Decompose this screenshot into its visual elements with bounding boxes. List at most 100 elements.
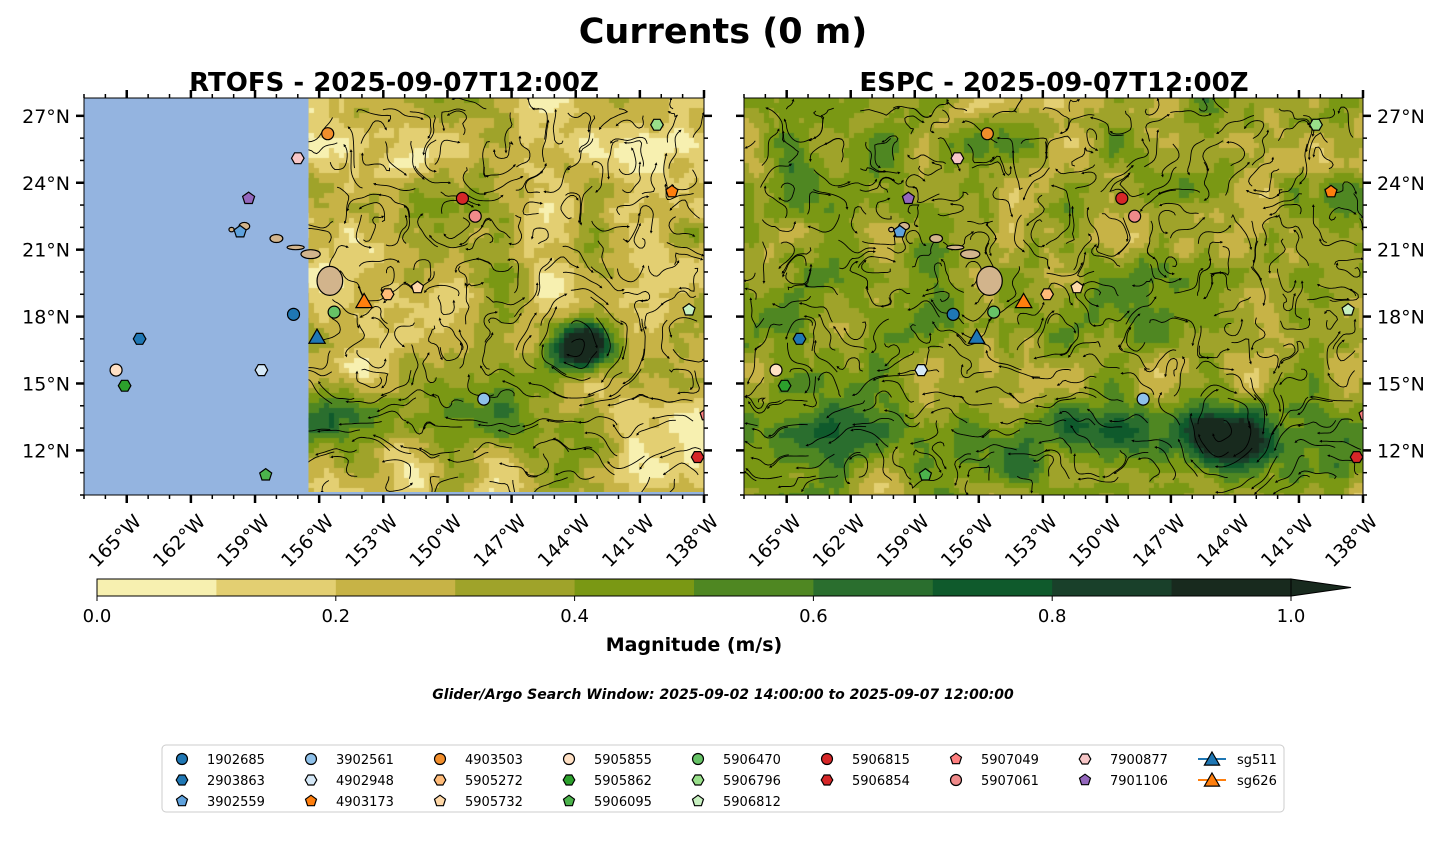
streamline	[1216, 114, 1255, 135]
streamline	[590, 266, 625, 292]
platform-marker-5907061	[1128, 209, 1142, 223]
streamline	[618, 147, 637, 176]
streamline	[1212, 419, 1233, 443]
streamline	[504, 112, 513, 154]
streamline	[781, 247, 812, 274]
streamline	[1140, 189, 1176, 212]
streamline	[946, 98, 968, 112]
streamline	[860, 106, 901, 116]
legend-label: 4902948	[336, 774, 394, 789]
colorbar-segment	[932, 579, 1053, 596]
streamline	[1094, 310, 1130, 327]
streamline	[1212, 98, 1229, 114]
streamline	[532, 439, 569, 453]
streamline	[607, 140, 619, 180]
streamline	[483, 164, 516, 177]
streamline	[358, 258, 400, 267]
platform-marker-7900877	[290, 152, 305, 165]
streamline	[1006, 266, 1021, 303]
streamline	[907, 154, 947, 164]
streamline	[623, 140, 644, 167]
streamline	[650, 397, 693, 403]
streamline	[1277, 268, 1297, 293]
legend-marker-sg626	[1203, 771, 1221, 787]
streamline	[1174, 268, 1204, 294]
colorbar-extend-arrow	[1290, 578, 1352, 597]
platform-marker-3902559	[893, 224, 907, 238]
platform-marker-5905272	[1040, 288, 1055, 301]
streamline	[1073, 453, 1100, 478]
streamline	[1120, 313, 1141, 351]
platform-marker-5905855	[769, 363, 783, 377]
streamline	[633, 299, 648, 333]
streamline	[1022, 167, 1050, 201]
platform-marker-5905732	[1070, 280, 1084, 294]
legend-marker-5907049	[949, 752, 963, 765]
streamline	[1149, 264, 1183, 283]
streamline	[584, 431, 618, 457]
streamline	[744, 140, 756, 149]
streamline	[316, 318, 341, 343]
streamline	[860, 167, 901, 175]
streamline	[539, 306, 558, 346]
streamline	[492, 141, 514, 159]
streamline	[981, 429, 1021, 438]
streamline	[1081, 281, 1119, 297]
map-frame	[743, 97, 1364, 496]
streamline	[570, 288, 609, 306]
streamline	[552, 437, 593, 451]
platform-marker-4903503	[321, 127, 335, 141]
streamline	[1174, 316, 1196, 347]
lon-tick-label: 141°W	[598, 510, 659, 571]
streamline	[356, 109, 391, 123]
streamline	[879, 177, 904, 193]
streamline	[482, 141, 490, 178]
streamline	[1059, 322, 1079, 357]
legend-label: 5905862	[594, 774, 652, 789]
streamline	[439, 342, 463, 362]
streamline	[985, 349, 1022, 371]
platform-marker-5906812	[682, 302, 696, 316]
streamline	[862, 390, 892, 412]
streamline	[909, 420, 939, 445]
streamline	[437, 295, 456, 315]
streamline	[641, 318, 646, 362]
streamline	[672, 349, 704, 363]
streamline	[499, 462, 538, 478]
figure-title: Currents (0 m)	[579, 12, 868, 52]
streamline	[1334, 257, 1363, 265]
streamline	[1187, 139, 1205, 176]
map-frame	[83, 97, 705, 496]
streamline	[668, 216, 696, 237]
streamline	[376, 397, 417, 412]
streamline	[804, 284, 839, 296]
streamline	[620, 320, 628, 361]
streamline	[857, 256, 897, 268]
streamline	[1213, 296, 1251, 317]
colorbar-tick-label: 0.4	[560, 606, 589, 627]
streamline	[925, 262, 943, 292]
streamline	[515, 162, 547, 191]
streamline	[910, 324, 932, 344]
streamline	[1307, 132, 1328, 161]
legend-label: 2903863	[207, 774, 265, 789]
legend-label: 4903173	[336, 795, 394, 810]
streamline	[795, 453, 835, 470]
streamline	[567, 112, 592, 133]
streamline	[1059, 114, 1095, 135]
streamline	[1278, 108, 1312, 129]
legend-marker-5906470	[691, 752, 705, 766]
streamline	[1045, 212, 1072, 246]
legend-label: 5906815	[852, 753, 910, 768]
streamline	[522, 334, 537, 370]
streamline	[1008, 392, 1047, 404]
streamline	[789, 368, 811, 394]
lon-tick-label: 159°W	[213, 510, 274, 571]
lat-tick-label: 27°N	[22, 106, 70, 128]
streamline	[761, 219, 797, 232]
colorbar-tick-label: 1.0	[1277, 606, 1306, 627]
streamline	[950, 429, 991, 438]
streamline	[862, 233, 896, 246]
streamline	[537, 257, 553, 296]
streamline	[883, 409, 921, 428]
